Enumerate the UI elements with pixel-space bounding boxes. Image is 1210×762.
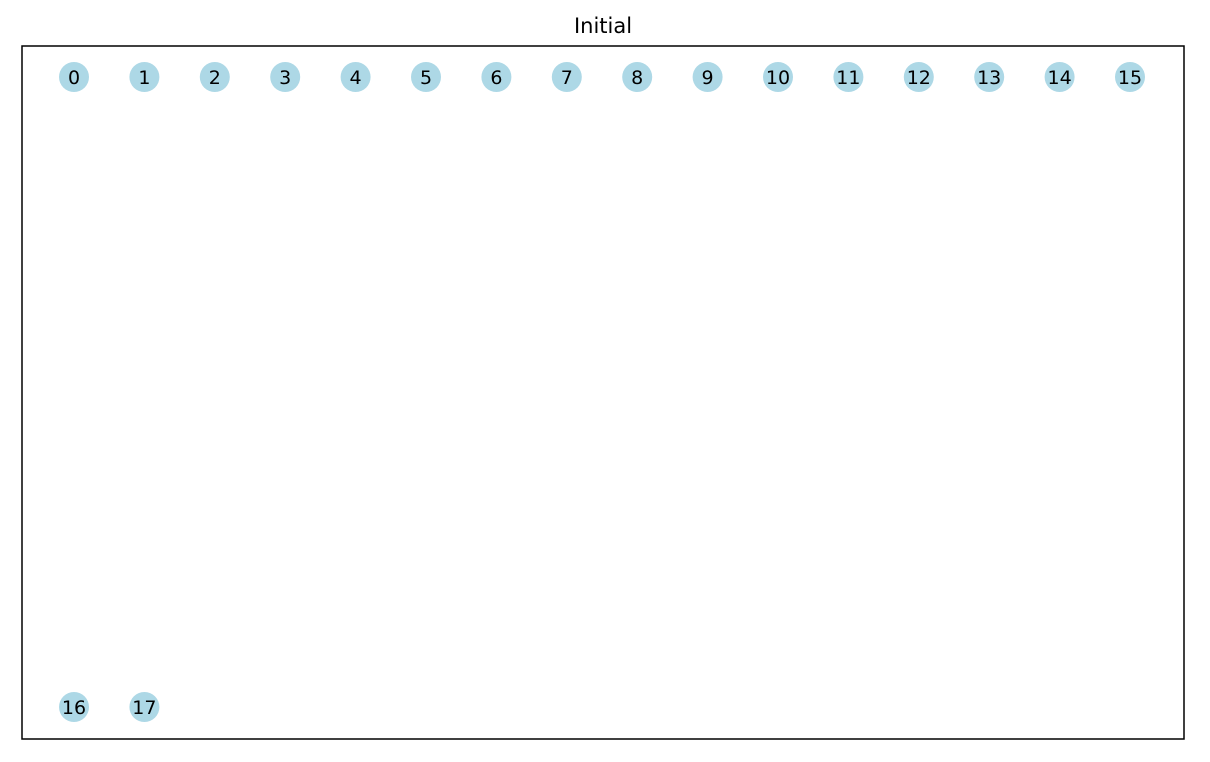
node-circle bbox=[129, 62, 160, 92]
graph-node: 3 bbox=[270, 62, 301, 92]
node-circle bbox=[833, 62, 864, 92]
node-circle bbox=[1115, 62, 1145, 92]
node-label: 1 bbox=[138, 67, 150, 89]
node-label: 7 bbox=[561, 67, 573, 89]
graph-node: 14 bbox=[1044, 62, 1075, 92]
node-label: 5 bbox=[420, 67, 432, 89]
node-label: 2 bbox=[209, 67, 221, 89]
graph-node: 8 bbox=[622, 62, 653, 92]
node-label: 8 bbox=[631, 67, 643, 89]
node-circle bbox=[59, 62, 89, 92]
figure-title: Initial bbox=[574, 14, 632, 38]
node-circle bbox=[974, 62, 1005, 92]
graph-node: 1 bbox=[129, 62, 160, 92]
graph-node: 17 bbox=[129, 692, 160, 722]
graph-node: 9 bbox=[692, 62, 723, 92]
node-circle bbox=[411, 62, 441, 92]
graph-node: 10 bbox=[763, 62, 793, 92]
node-label: 14 bbox=[1048, 67, 1072, 89]
node-label: 3 bbox=[279, 67, 291, 89]
node-label: 4 bbox=[350, 67, 362, 89]
graph-node: 15 bbox=[1115, 62, 1145, 92]
graph-node: 5 bbox=[411, 62, 441, 92]
node-label: 15 bbox=[1118, 67, 1142, 89]
graph-node: 4 bbox=[340, 62, 371, 92]
node-circle bbox=[1044, 62, 1075, 92]
graph-node: 13 bbox=[974, 62, 1005, 92]
node-circle bbox=[763, 62, 793, 92]
node-label: 6 bbox=[490, 67, 502, 89]
node-circle bbox=[481, 62, 512, 92]
node-circle bbox=[551, 62, 582, 92]
node-circle bbox=[199, 62, 230, 92]
node-circle bbox=[270, 62, 301, 92]
graph-node: 12 bbox=[903, 62, 934, 92]
node-circle bbox=[692, 62, 723, 92]
plot-frame bbox=[21, 45, 1185, 740]
node-label: 9 bbox=[702, 67, 714, 89]
node-label: 0 bbox=[68, 67, 80, 89]
node-label: 11 bbox=[836, 67, 860, 89]
graph-node: 6 bbox=[481, 62, 512, 92]
graph-node: 0 bbox=[59, 62, 89, 92]
node-label: 16 bbox=[62, 697, 86, 719]
graph-node: 16 bbox=[59, 692, 89, 722]
node-circle bbox=[903, 62, 934, 92]
node-circle bbox=[340, 62, 371, 92]
graph-node: 2 bbox=[199, 62, 230, 92]
node-circle bbox=[622, 62, 653, 92]
node-label: 10 bbox=[766, 67, 790, 89]
node-circle bbox=[59, 692, 89, 722]
graph-node: 11 bbox=[833, 62, 864, 92]
node-label: 13 bbox=[977, 67, 1001, 89]
node-circle bbox=[129, 692, 160, 722]
node-label: 17 bbox=[132, 697, 156, 719]
node-label: 12 bbox=[907, 67, 931, 89]
graph-node: 7 bbox=[551, 62, 582, 92]
